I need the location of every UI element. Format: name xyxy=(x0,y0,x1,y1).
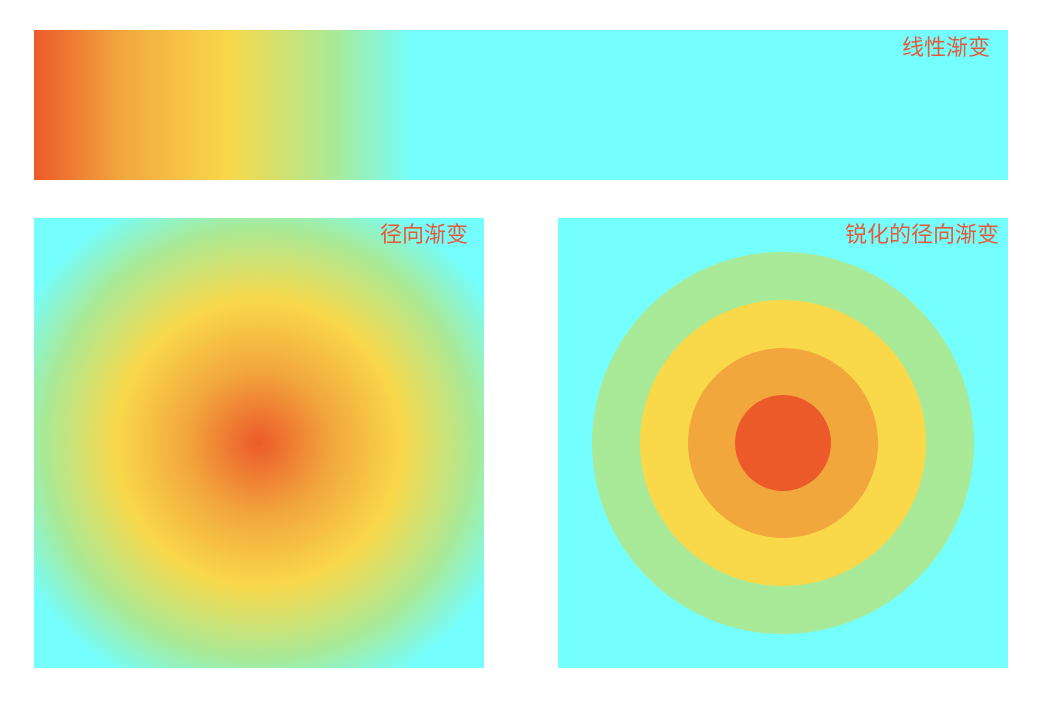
ring-center-red xyxy=(735,395,831,491)
radial-gradient-panel: 径向渐变 xyxy=(34,218,484,668)
sharp-radial-gradient-panel: 锐化的径向渐变 xyxy=(558,218,1008,668)
linear-gradient-panel: 线性渐变 xyxy=(34,30,1008,180)
concentric-rings xyxy=(592,252,974,634)
sharp-radial-gradient-label: 锐化的径向渐变 xyxy=(844,223,999,248)
radial-gradient-label: 径向渐变 xyxy=(379,223,468,248)
linear-gradient-label: 线性渐变 xyxy=(901,36,990,61)
